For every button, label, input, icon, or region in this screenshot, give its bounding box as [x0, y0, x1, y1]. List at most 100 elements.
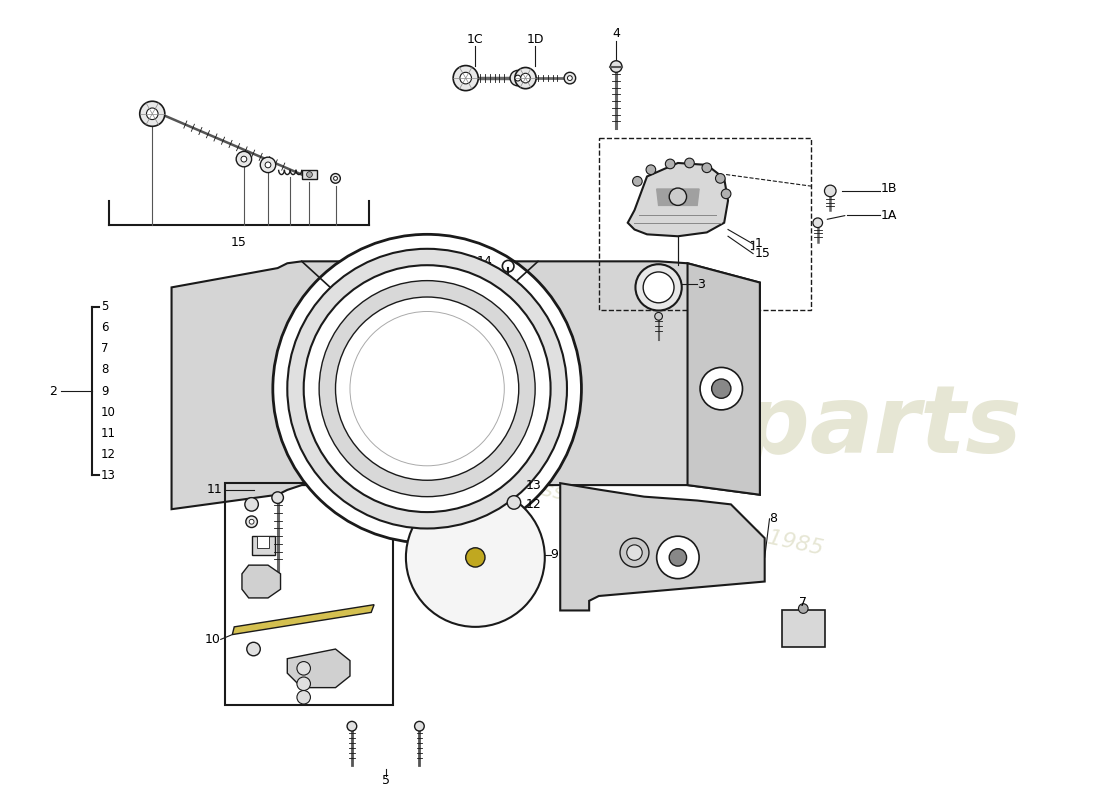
Circle shape: [510, 70, 526, 86]
Circle shape: [319, 281, 535, 497]
Text: eurocarparts: eurocarparts: [333, 382, 1022, 474]
Circle shape: [307, 172, 312, 178]
Bar: [257, 536, 270, 548]
Circle shape: [610, 61, 621, 72]
Circle shape: [245, 516, 257, 527]
Circle shape: [644, 272, 674, 303]
Circle shape: [568, 76, 572, 81]
Circle shape: [245, 498, 258, 511]
Text: 5: 5: [382, 774, 389, 786]
Polygon shape: [172, 262, 760, 510]
Circle shape: [415, 722, 425, 731]
Circle shape: [669, 188, 686, 206]
Text: 10: 10: [101, 406, 116, 418]
Circle shape: [465, 548, 485, 567]
Circle shape: [331, 174, 340, 183]
Bar: [301, 170, 317, 179]
Text: 9: 9: [551, 548, 559, 561]
Circle shape: [287, 249, 566, 529]
Text: 11: 11: [101, 426, 117, 440]
Circle shape: [140, 102, 165, 126]
Circle shape: [666, 159, 675, 169]
Polygon shape: [688, 263, 760, 494]
Text: 15: 15: [755, 247, 771, 260]
Circle shape: [504, 303, 513, 313]
Circle shape: [265, 162, 271, 168]
Text: 4: 4: [613, 27, 620, 40]
Circle shape: [799, 604, 808, 614]
Text: a passion for parts since 1985: a passion for parts since 1985: [492, 470, 825, 558]
Text: 8: 8: [770, 512, 778, 526]
Bar: [252, 536, 275, 555]
Circle shape: [304, 265, 551, 512]
Text: 7: 7: [101, 342, 109, 355]
Text: 11: 11: [207, 483, 222, 497]
Text: 14: 14: [477, 255, 493, 268]
Circle shape: [453, 66, 478, 90]
Circle shape: [460, 72, 472, 84]
Bar: [598, 138, 811, 310]
Text: 5: 5: [101, 300, 109, 313]
Circle shape: [520, 74, 530, 83]
Circle shape: [654, 313, 662, 320]
Circle shape: [246, 642, 261, 656]
Text: 1C: 1C: [468, 33, 484, 46]
Polygon shape: [657, 189, 700, 206]
Circle shape: [646, 165, 656, 174]
Bar: [387, 304, 395, 311]
Circle shape: [348, 722, 356, 731]
Text: 12: 12: [101, 448, 117, 461]
Circle shape: [509, 470, 519, 480]
Circle shape: [261, 157, 276, 173]
Text: 3: 3: [697, 278, 705, 291]
Text: 2: 2: [50, 385, 57, 398]
Text: 13: 13: [101, 469, 116, 482]
Circle shape: [297, 690, 310, 704]
Circle shape: [700, 367, 743, 410]
Circle shape: [406, 488, 544, 627]
Text: 1D: 1D: [527, 33, 543, 46]
Circle shape: [669, 549, 686, 566]
Bar: [370, 297, 406, 318]
Text: 1A: 1A: [880, 209, 896, 222]
Circle shape: [712, 379, 730, 398]
Circle shape: [702, 163, 712, 173]
Bar: [224, 483, 394, 705]
Circle shape: [336, 297, 519, 480]
Circle shape: [507, 496, 520, 510]
Bar: [376, 304, 384, 311]
Text: 12: 12: [526, 498, 541, 511]
Polygon shape: [287, 649, 350, 688]
Circle shape: [297, 677, 310, 690]
Text: 8: 8: [101, 363, 109, 377]
Circle shape: [333, 177, 338, 180]
Polygon shape: [232, 605, 374, 634]
Bar: [782, 610, 825, 647]
Circle shape: [722, 189, 730, 198]
Circle shape: [564, 72, 575, 84]
Text: 13: 13: [526, 478, 541, 491]
Polygon shape: [628, 163, 728, 236]
Circle shape: [825, 185, 836, 197]
Polygon shape: [242, 565, 280, 598]
Circle shape: [272, 492, 284, 503]
Polygon shape: [560, 483, 764, 610]
Circle shape: [627, 545, 642, 560]
Text: 1B: 1B: [880, 182, 896, 194]
Circle shape: [636, 264, 682, 310]
Text: 9: 9: [101, 385, 109, 398]
Text: 6: 6: [330, 298, 339, 310]
Text: 6: 6: [101, 322, 109, 334]
Circle shape: [273, 234, 582, 543]
Circle shape: [813, 218, 823, 227]
Circle shape: [632, 177, 642, 186]
Circle shape: [515, 75, 520, 81]
Circle shape: [657, 536, 700, 578]
Circle shape: [684, 158, 694, 168]
Circle shape: [250, 519, 254, 524]
Text: 7: 7: [800, 596, 807, 610]
Text: 15: 15: [231, 236, 248, 250]
Circle shape: [620, 538, 649, 567]
Text: 1: 1: [755, 238, 763, 250]
Circle shape: [241, 156, 246, 162]
